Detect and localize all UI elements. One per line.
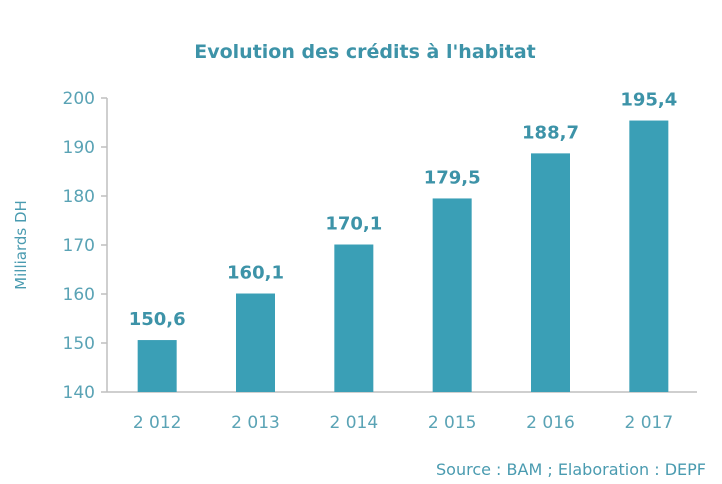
- source-note: Source : BAM ; Elaboration : DEPF: [436, 460, 706, 479]
- data-label: 160,1: [227, 263, 284, 284]
- data-label: 150,6: [129, 309, 186, 330]
- x-tick-label: 2 015: [428, 413, 477, 433]
- x-tick-label: 2 014: [329, 413, 378, 433]
- x-tick-label: 2 013: [231, 413, 280, 433]
- x-tick-label: 2 016: [526, 413, 575, 433]
- bar: [236, 293, 275, 392]
- bar: [137, 340, 177, 392]
- bar: [432, 198, 472, 392]
- y-axis-label: Milliards DH: [12, 200, 30, 290]
- chart-title: Evolution des crédits à l'habitat: [194, 41, 536, 63]
- data-label: 188,7: [522, 122, 579, 143]
- bar: [629, 120, 669, 392]
- bar: [531, 153, 570, 392]
- x-tick-label: 2 012: [133, 413, 182, 433]
- bar: [334, 244, 374, 392]
- y-tick-label: 190: [63, 138, 95, 158]
- data-label: 195,4: [620, 90, 677, 111]
- data-label: 170,1: [325, 214, 382, 235]
- y-tick-label: 170: [63, 236, 95, 256]
- y-tick-label: 160: [63, 285, 95, 305]
- y-tick-label: 180: [63, 187, 95, 207]
- y-tick-label: 200: [63, 89, 95, 109]
- y-tick-label: 150: [63, 334, 95, 354]
- y-tick-label: 140: [63, 383, 95, 403]
- x-tick-label: 2 017: [624, 413, 673, 433]
- data-label: 179,5: [424, 167, 481, 188]
